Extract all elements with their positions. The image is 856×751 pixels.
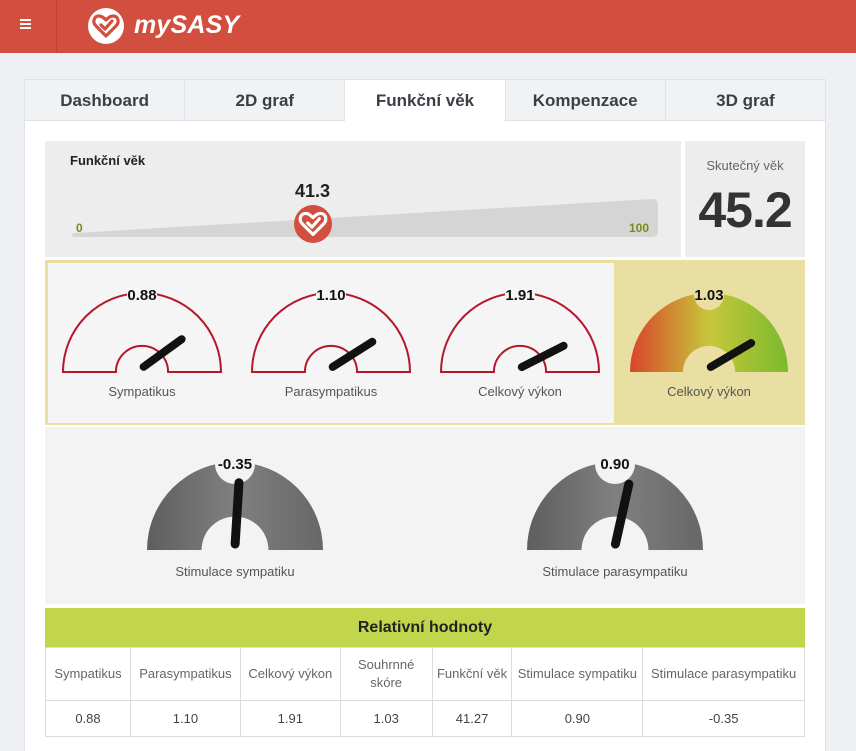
gauge-value-stimulace-sympatiku: -0.35 (217, 456, 253, 473)
tab-2d-graf[interactable]: 2D graf (185, 80, 346, 121)
table-header-cell: Stimulace sympatiku (511, 647, 644, 701)
gauge-value-celkovy-vykon: 1.91 (505, 287, 535, 304)
gauge-needle (517, 341, 568, 372)
table-header-cell: Souhrnné skóre (339, 647, 433, 701)
table-header-cell: Parasympatikus (129, 647, 241, 701)
functional-age-panel: Funkční věk 41.3 0 100 (45, 141, 681, 257)
tab-dashboard[interactable]: Dashboard (25, 80, 186, 121)
hamburger-menu-button[interactable] (0, 0, 57, 53)
heart-check-icon (298, 211, 328, 237)
functional-age-marker[interactable] (294, 205, 332, 243)
heart-check-icon (88, 8, 124, 44)
gauge-label-celkovy-vykon: Celkový výkon (478, 384, 562, 399)
relative-values-header: Relativní hodnoty (45, 608, 805, 647)
gauge-label-sympatikus: Sympatikus (108, 384, 176, 399)
functional-age-min: 0 (76, 221, 83, 235)
gauge-needle (230, 478, 244, 549)
gauge-sympatikus (61, 280, 223, 376)
gauge-label-parasympatikus: Parasympatikus (284, 384, 378, 399)
functional-age-track (71, 199, 658, 237)
real-age-value: 45.2 (698, 182, 792, 238)
gauge-value-sympatikus: 0.88 (127, 287, 157, 304)
gauge-souhrnne-skore (628, 280, 790, 376)
relative-values-table: Sympatikus Parasympatikus Celkový výkon … (45, 647, 805, 737)
gauge-needle (139, 335, 186, 371)
gauge-needle (328, 337, 377, 371)
table-cell: -0.35 (642, 700, 805, 737)
table-cell: 0.90 (511, 700, 644, 737)
gauge-stimulace-parasympatiku (525, 444, 705, 554)
gauge-label-stimulace-sympatiku: Stimulace sympatiku (175, 564, 295, 579)
tab-kompenzace[interactable]: Kompenzace (506, 80, 666, 121)
functional-age-value: 41.3 (294, 181, 331, 201)
table-cell: 1.10 (129, 700, 241, 737)
top-bar: mySASY (0, 0, 856, 53)
gauge-needle (706, 339, 756, 371)
tab-funkcni-vek[interactable]: Funkční věk (345, 80, 506, 122)
tab-bar: Dashboard 2D graf Funkční věk Kompenzace… (25, 80, 825, 122)
gauge-value-souhrnne-skore: 1.03 (694, 287, 724, 304)
table-row: 0.88 1.10 1.91 1.03 41.27 0.90 -0.35 (45, 700, 805, 737)
functional-age-max: 100 (629, 221, 650, 235)
table-cell: 0.88 (45, 700, 131, 737)
gauge-parasympatikus (250, 280, 412, 376)
gauge-value-parasympatikus: 1.10 (316, 287, 346, 304)
table-header-cell: Funkční věk (431, 647, 513, 701)
main-card: Dashboard 2D graf Funkční věk Kompenzace… (24, 79, 826, 751)
gauge-value-stimulace-parasympatiku: 0.90 (600, 456, 630, 473)
table-cell: 41.27 (431, 700, 513, 737)
gauge-needle (610, 479, 634, 549)
table-header-row: Sympatikus Parasympatikus Celkový výkon … (45, 647, 805, 701)
app-title: mySASY (134, 11, 240, 39)
stimulation-row: -0.35 Stimulace sympatiku 0.90 Stimulace… (45, 427, 805, 604)
gauge-row: 0.88 Sympatikus 1.10 Parasympatikus 1.91… (45, 260, 805, 425)
table-header-cell: Sympatikus (45, 647, 131, 701)
gauge-label-stimulace-parasympatiku: Stimulace parasympatiku (542, 564, 688, 579)
functional-age-title: Funkční věk (70, 153, 146, 168)
table-header-cell: Stimulace parasympatiku (642, 647, 805, 701)
table-cell: 1.91 (239, 700, 341, 737)
gauge-celkovy-vykon (439, 280, 601, 376)
table-cell: 1.03 (339, 700, 433, 737)
real-age-label: Skutečný věk (706, 158, 784, 173)
real-age-panel: Skutečný věk 45.2 (685, 141, 805, 257)
gauge-stimulace-sympatiku (145, 444, 325, 554)
table-header-cell: Celkový výkon (239, 647, 341, 701)
gauge-label-souhrnne-skore: Celkový výkon (667, 384, 751, 399)
tab-3d-graf[interactable]: 3D graf (716, 91, 775, 110)
